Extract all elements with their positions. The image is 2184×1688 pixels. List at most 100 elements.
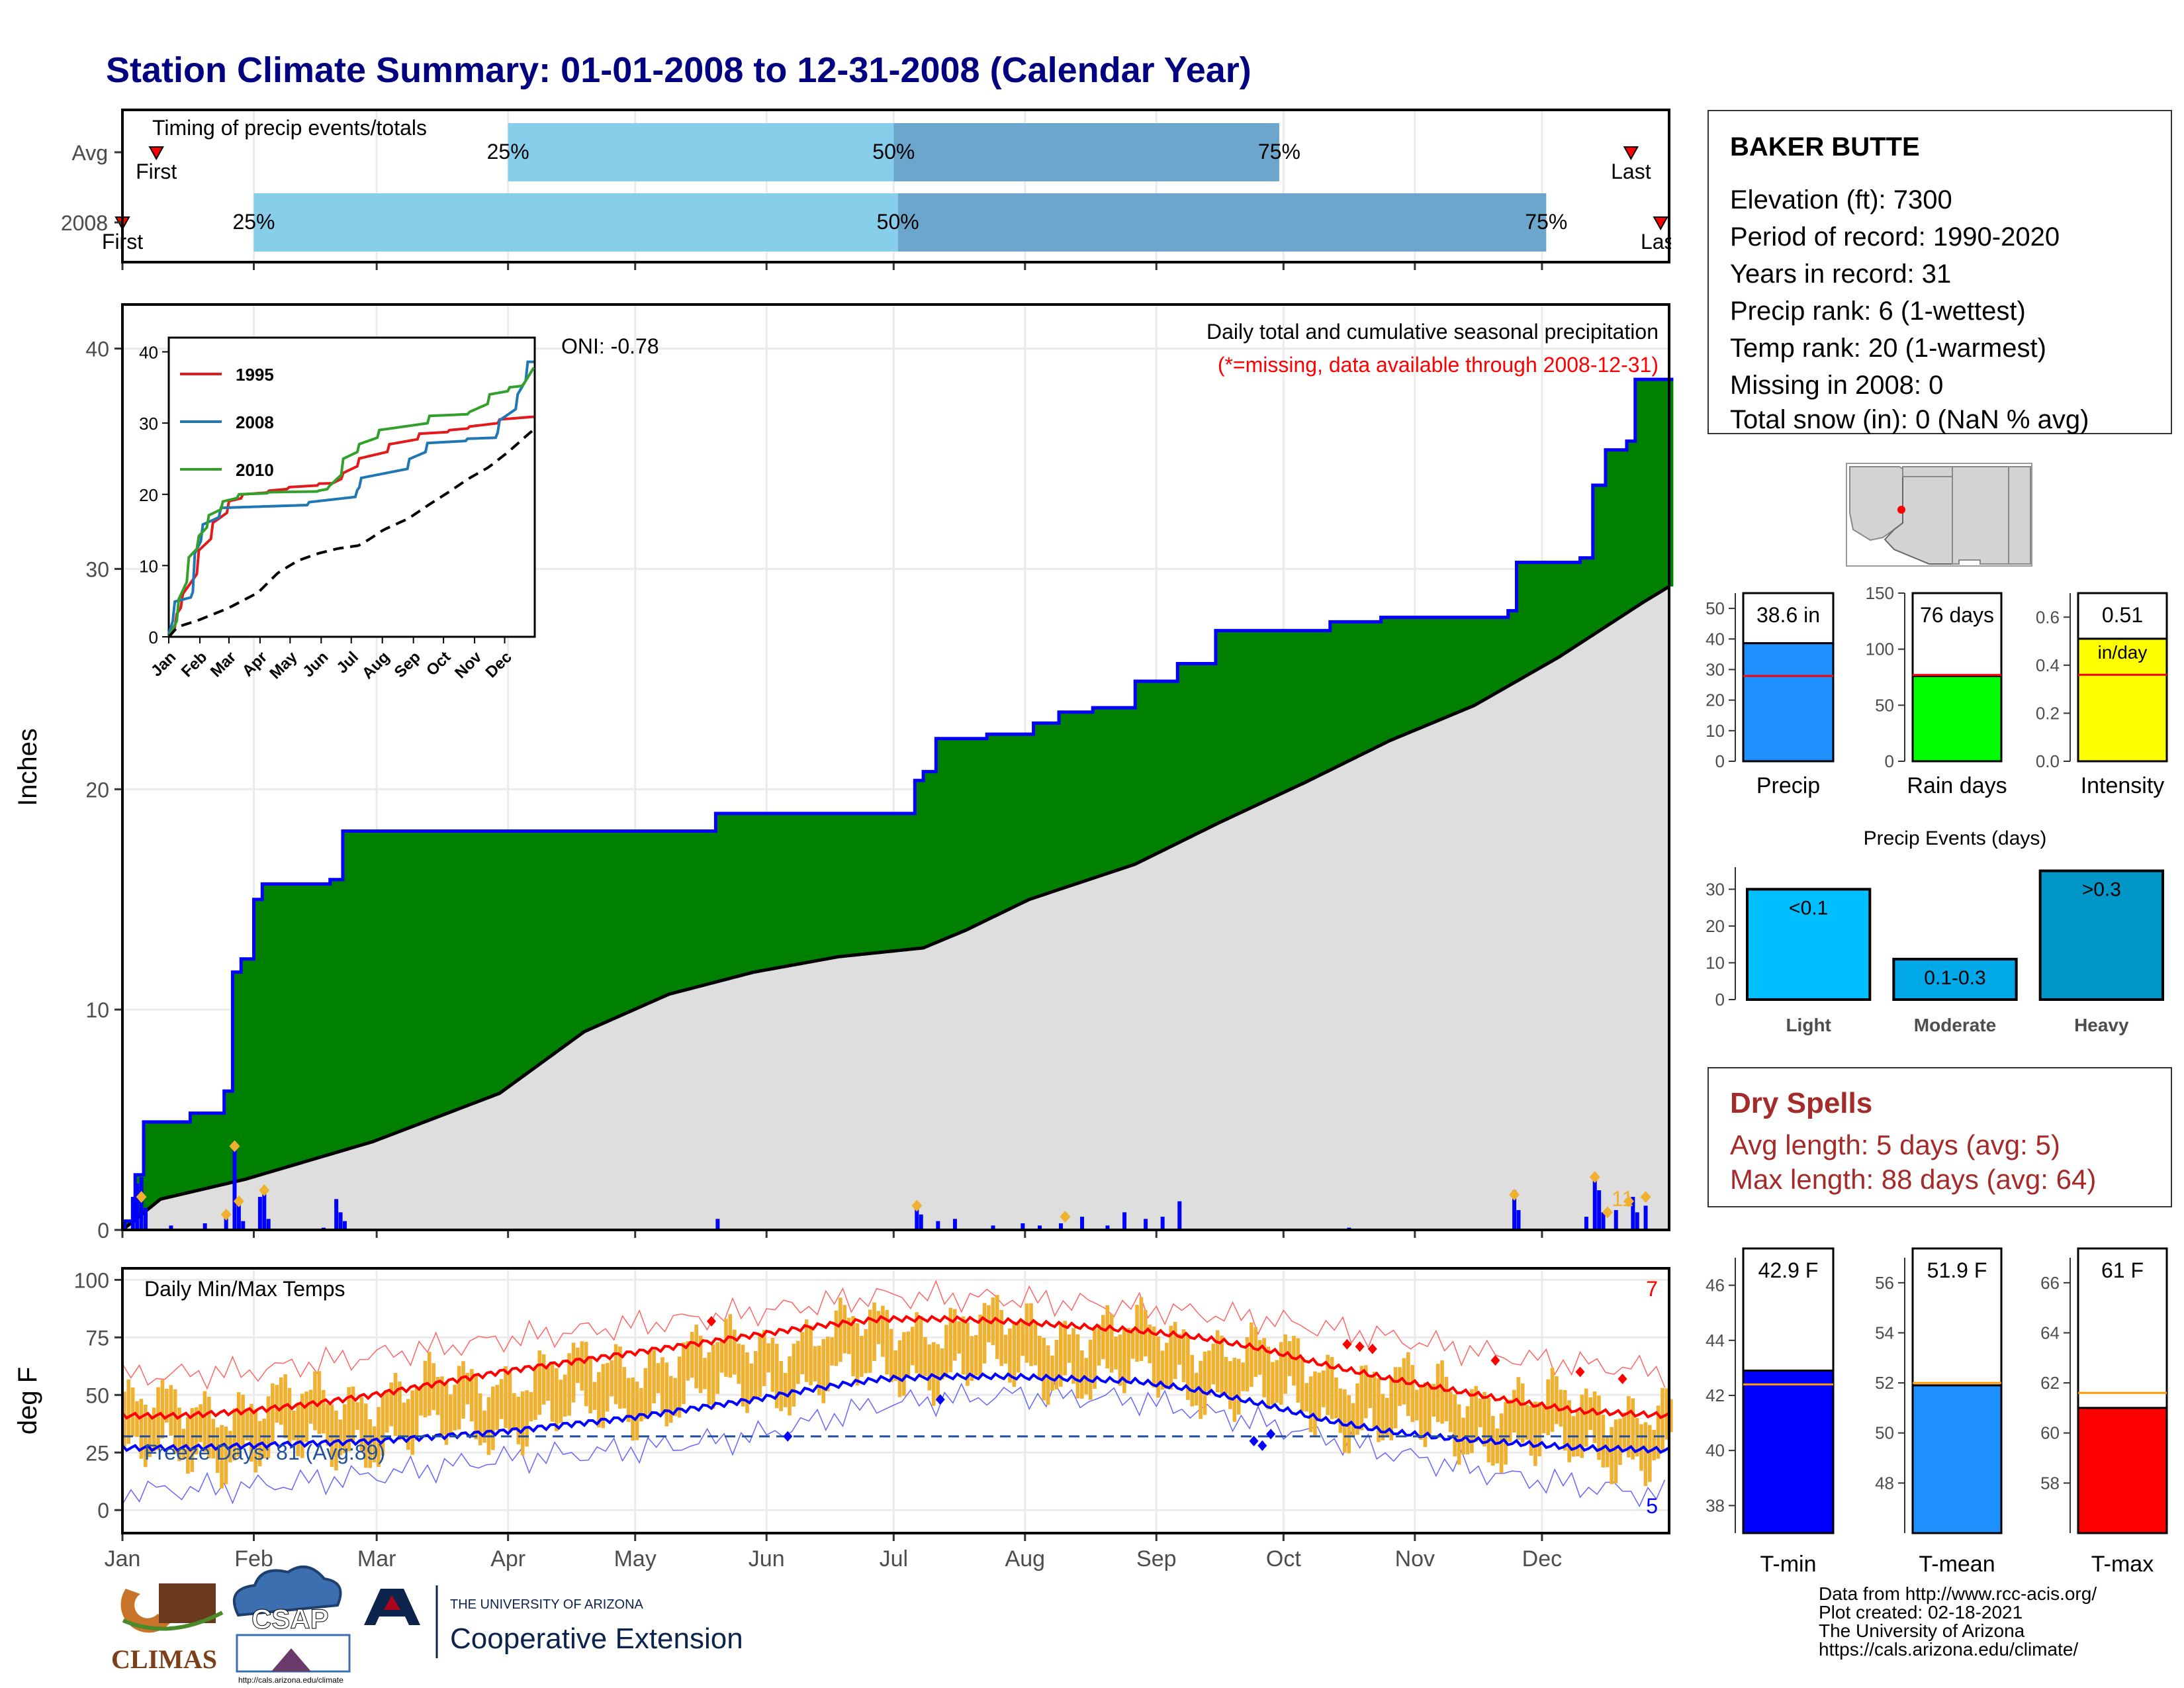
timing-panel-border xyxy=(121,109,1670,263)
daily-temp-range-bar xyxy=(610,1360,614,1397)
daily-temp-range-bar xyxy=(999,1309,1003,1366)
daily-temp-range-bar xyxy=(1024,1303,1029,1363)
daily-temp-range-bar xyxy=(1622,1412,1627,1452)
daily-temp-range-bar xyxy=(1364,1365,1368,1419)
timing-bar-first-half xyxy=(253,193,898,252)
daily-temp-range-bar xyxy=(169,1385,173,1436)
daily-temp-range-bar xyxy=(647,1350,652,1415)
month-axis-label: Mar xyxy=(357,1546,396,1571)
daily-temp-range-bar xyxy=(961,1316,966,1375)
daily-temp-range-bar xyxy=(1177,1333,1181,1365)
timing-bar-second-half xyxy=(897,193,1547,252)
daily-temp-range-bar xyxy=(1610,1427,1614,1485)
daily-temp-range-bar xyxy=(486,1397,491,1455)
daily-temp-range-bar xyxy=(1050,1355,1054,1391)
record-low-line xyxy=(122,1381,1666,1508)
daily-temp-range-bar xyxy=(398,1381,402,1440)
daily-temp-range-bar xyxy=(508,1372,512,1433)
daily-temp-range-bar xyxy=(686,1341,690,1381)
daily-temp-range-bar xyxy=(1109,1314,1114,1373)
timing-bar-second-half xyxy=(893,123,1279,181)
daily-precip-bar xyxy=(257,1197,262,1230)
daily-temp-range-bar xyxy=(584,1342,588,1407)
mini-value-box xyxy=(1911,592,2003,677)
map-region-new-mexico xyxy=(1952,466,2009,565)
daily-temp-range-bar xyxy=(1287,1341,1292,1376)
daily-temp-range-bar xyxy=(1275,1360,1279,1403)
daily-temp-range-bar xyxy=(1631,1398,1635,1460)
timing-row-label: Avg xyxy=(71,141,108,165)
daily-temp-range-bar xyxy=(1661,1387,1664,1453)
daily-temp-range-bar xyxy=(966,1322,970,1386)
daily-temp-range-bar xyxy=(245,1408,250,1440)
daily-temp-range-bar xyxy=(711,1344,715,1409)
inset-legend-label: 2010 xyxy=(236,460,274,480)
daily-precip-bar xyxy=(1631,1197,1635,1230)
daily-temp-range-bar xyxy=(512,1393,516,1431)
daily-temp-range-bar xyxy=(897,1340,902,1397)
daily-temp-range-bar xyxy=(673,1378,677,1417)
daily-temp-range-bar xyxy=(1156,1336,1160,1398)
daily-temp-range-bar xyxy=(1435,1364,1440,1423)
daily-temp-range-bar xyxy=(478,1393,482,1446)
daily-temp-range-bar xyxy=(813,1346,817,1382)
daily-temp-range-bar xyxy=(126,1379,131,1444)
inset-frame xyxy=(167,336,536,638)
daily-temp-range-bar xyxy=(173,1389,177,1454)
footer-line-3: The University of Arizona xyxy=(1819,1620,2025,1641)
daily-temp-range-bar xyxy=(1368,1377,1373,1409)
daily-temp-range-bar xyxy=(1508,1399,1512,1442)
daily-temp-range-bar xyxy=(889,1329,893,1382)
station-temp-rank: Temp rank: 20 (1-warmest) xyxy=(1730,334,2046,363)
daily-temp-range-bar xyxy=(1669,1399,1673,1432)
daily-temp-range-bar xyxy=(1012,1322,1017,1387)
month-axis-label: May xyxy=(614,1546,657,1571)
daily-temp-range-bar xyxy=(639,1387,643,1422)
daily-temp-range-bar xyxy=(1266,1346,1271,1410)
climas-mark-box-icon xyxy=(159,1583,216,1623)
daily-temp-range-bar xyxy=(754,1350,758,1399)
daily-temp-range-bar xyxy=(342,1404,347,1454)
daily-temp-range-bar xyxy=(355,1402,359,1430)
precip-ylabel: Inches xyxy=(13,728,42,806)
climas-logo-text: CLIMAS xyxy=(111,1644,217,1674)
heavy-event-marker-icon xyxy=(911,1199,923,1212)
daily-temp-range-bar xyxy=(304,1391,308,1442)
daily-temp-range-bar xyxy=(1186,1335,1190,1400)
daily-temp-range-bar xyxy=(1486,1397,1491,1463)
ua-logo-top: THE UNIVERSITY OF ARIZONA xyxy=(450,1597,644,1612)
daily-temp-range-bar xyxy=(1008,1328,1012,1383)
daily-temp-range-bar xyxy=(135,1401,139,1437)
daily-temp-range-bar xyxy=(995,1295,999,1360)
daily-temp-range-bar xyxy=(224,1427,228,1485)
daily-precip-bar xyxy=(262,1190,267,1230)
daily-temp-range-bar xyxy=(902,1332,906,1396)
daily-temp-range-bar xyxy=(393,1372,398,1436)
month-axis-label: Feb xyxy=(234,1546,273,1571)
daily-temp-range-bar xyxy=(1626,1396,1631,1458)
daily-temp-range-bar xyxy=(1555,1376,1559,1425)
daily-temp-range-bar xyxy=(338,1419,343,1456)
daily-temp-range-bar xyxy=(1529,1405,1533,1456)
mini-ytick-label: 10 xyxy=(1706,721,1725,741)
daily-temp-range-bar xyxy=(1592,1391,1597,1443)
cumulative-above-average-area xyxy=(122,379,1674,1231)
heavy-event-marker-icon xyxy=(1509,1188,1520,1201)
daily-temp-range-bar xyxy=(321,1389,326,1434)
mini-ytick-label: 52 xyxy=(1875,1373,1894,1393)
daily-temp-range-bar xyxy=(541,1354,546,1405)
mini-ytick-label: 0 xyxy=(1715,751,1725,771)
mini-ytick-label: 0 xyxy=(1885,751,1894,771)
daily-temp-range-bar xyxy=(1181,1329,1186,1382)
dry-spells-title: Dry Spells xyxy=(1730,1087,1873,1119)
daily-temp-range-bar xyxy=(1169,1325,1173,1390)
daily-temp-range-bar xyxy=(1257,1340,1262,1375)
daily-temp-range-bar xyxy=(1580,1394,1584,1458)
mini-value-label-rain-days: 76 days xyxy=(1920,603,1994,627)
daily-temp-range-bar xyxy=(1190,1354,1195,1407)
daily-temp-range-bar xyxy=(825,1336,830,1391)
daily-temp-range-bar xyxy=(461,1361,465,1419)
daily-temp-range-bar xyxy=(435,1377,440,1415)
daily-temp-range-bar xyxy=(1139,1297,1144,1362)
